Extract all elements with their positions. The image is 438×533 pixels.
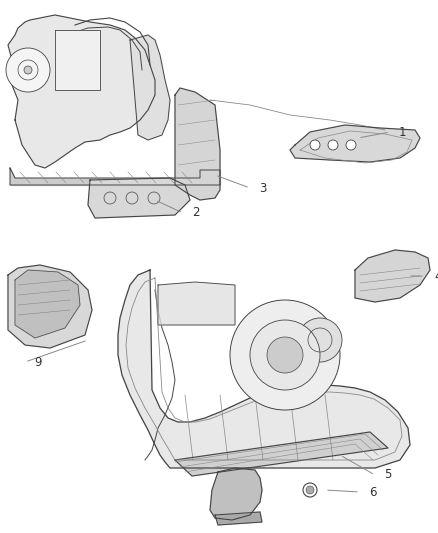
Circle shape: [267, 337, 303, 373]
Circle shape: [303, 483, 317, 497]
Polygon shape: [355, 250, 430, 302]
Text: 1: 1: [399, 125, 406, 139]
Circle shape: [24, 66, 32, 74]
Polygon shape: [130, 35, 170, 140]
Polygon shape: [15, 270, 80, 338]
Text: 5: 5: [384, 469, 392, 481]
Polygon shape: [10, 168, 220, 185]
Circle shape: [306, 486, 314, 494]
Circle shape: [6, 48, 50, 92]
Polygon shape: [55, 30, 100, 90]
Polygon shape: [8, 265, 92, 348]
Circle shape: [328, 140, 338, 150]
Text: 4: 4: [434, 270, 438, 282]
Polygon shape: [118, 270, 410, 468]
Circle shape: [346, 140, 356, 150]
Text: 6: 6: [369, 486, 377, 498]
Circle shape: [230, 300, 340, 410]
Polygon shape: [158, 282, 235, 325]
Polygon shape: [290, 125, 420, 162]
Polygon shape: [215, 512, 262, 525]
Text: 2: 2: [192, 206, 199, 220]
Text: 3: 3: [259, 182, 266, 195]
Circle shape: [250, 320, 320, 390]
Polygon shape: [8, 15, 155, 168]
Circle shape: [298, 318, 342, 362]
Polygon shape: [175, 88, 220, 200]
Polygon shape: [175, 432, 388, 476]
Text: 9: 9: [34, 356, 42, 368]
Polygon shape: [210, 468, 262, 520]
Circle shape: [310, 140, 320, 150]
Polygon shape: [88, 178, 190, 218]
